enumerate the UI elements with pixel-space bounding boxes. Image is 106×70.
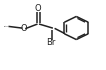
Text: methyl: methyl xyxy=(4,25,9,27)
Text: O: O xyxy=(20,24,27,32)
Text: Br: Br xyxy=(46,38,55,47)
Text: O: O xyxy=(35,4,41,13)
